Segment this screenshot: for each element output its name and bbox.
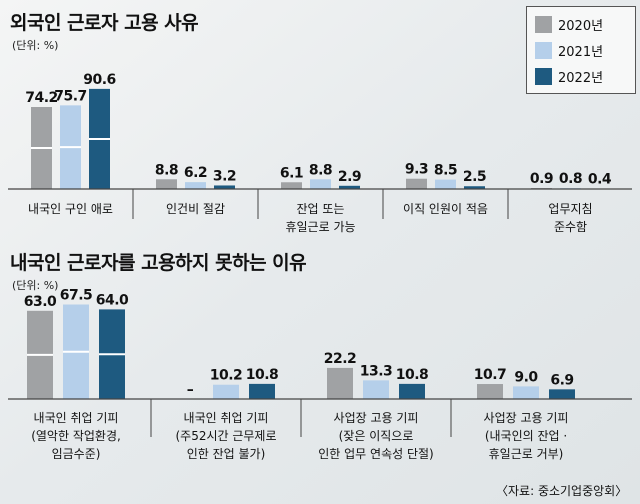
top-value-label-2022-0: 90.6 xyxy=(83,72,116,88)
top-value-label-2021-2: 8.8 xyxy=(309,162,332,178)
top-category-label-2-1: 휴일근로 가능 xyxy=(285,220,355,234)
bottom-value-label-2020-2: 22.2 xyxy=(324,351,357,367)
top-value-label-2020-4: 0.9 xyxy=(530,171,553,187)
top-value-label-2022-2: 2.9 xyxy=(338,169,361,185)
top-bar-2022-3 xyxy=(464,186,485,189)
bottom-category-label-1-2: 인한 잔업 불가) xyxy=(187,447,266,461)
bottom-bar-2021-3 xyxy=(513,386,539,399)
top-bar-2021-3 xyxy=(435,179,456,189)
legend-label-2020: 2020년 xyxy=(558,18,604,34)
bottom-value-label-2021-2: 13.3 xyxy=(360,363,393,379)
bottom-chart-unit: (단위: %) xyxy=(12,279,59,292)
top-bar-2020-2 xyxy=(281,182,302,189)
top-bar-2022-2 xyxy=(339,185,360,189)
bottom-value-label-2022-0: 64.0 xyxy=(96,292,129,308)
bottom-category-label-3-2: 휴일근로 거부) xyxy=(489,447,564,461)
legend-swatch-2020 xyxy=(535,15,552,33)
bottom-category-label-2-0: 사업장 고용 기피 xyxy=(334,411,419,425)
top-value-label-2022-3: 2.5 xyxy=(463,169,486,185)
bottom-bar-2021-2 xyxy=(363,380,389,399)
top-category-label-1-0: 인건비 절감 xyxy=(166,202,225,216)
bottom-value-label-2020-3: 10.7 xyxy=(474,367,507,383)
bottom-value-label-2022-2: 10.8 xyxy=(396,367,429,383)
bottom-bar-2020-3 xyxy=(477,384,503,399)
top-bar-chart: 74.275.790.6 내국인 구인 애로 8.8 6.2 3.2 인건비 절감 6.1 8… xyxy=(8,72,632,234)
top-value-label-2021-4: 0.8 xyxy=(559,171,582,187)
bottom-bar-2022-2 xyxy=(399,383,425,399)
top-value-label-2021-0: 75.7 xyxy=(54,88,87,104)
chart-legend: 2020년 2021년 2022년 xyxy=(526,6,636,94)
bottom-value-label-2020-1: – xyxy=(187,382,194,398)
bottom-bar-2021-1 xyxy=(213,384,239,399)
legend-swatch-2021 xyxy=(535,41,552,59)
top-chart-unit: (단위: %) xyxy=(12,39,59,52)
bottom-category-label-3-0: 사업장 고용 기피 xyxy=(484,411,569,425)
bottom-category-label-2-1: (잦은 이직으로 xyxy=(339,429,414,443)
top-category-label-4-1: 준수함 xyxy=(554,220,587,234)
bottom-value-label-2021-1: 10.2 xyxy=(210,368,243,384)
legend-item-2021: 2021년 xyxy=(535,40,603,60)
top-category-label-2-0: 잔업 또는 xyxy=(297,202,345,216)
bottom-category-label-2-2: 인한 업무 연속성 단절) xyxy=(318,447,434,461)
top-value-label-2020-0: 74.2 xyxy=(25,90,58,106)
bottom-chart-title: 내국인 근로자를 고용하지 못하는 이유 xyxy=(10,252,307,274)
bottom-category-label-1-1: (주52시간 근무제로 xyxy=(175,429,276,443)
top-value-label-2020-2: 6.1 xyxy=(280,165,303,181)
bottom-bar-2022-3 xyxy=(549,389,575,399)
top-category-label-0-0: 내국인 구인 애로 xyxy=(28,202,113,216)
top-category-label-3-0: 이직 인원이 적음 xyxy=(403,202,488,216)
bottom-bar-2020-2 xyxy=(327,367,353,399)
bottom-category-label-3-1: (내국인의 잔업 · xyxy=(485,429,567,443)
legend-item-2020: 2020년 xyxy=(535,14,603,34)
top-bar-2020-1 xyxy=(156,179,177,189)
bottom-value-label-2020-0: 63.0 xyxy=(24,294,57,310)
top-value-label-2020-3: 9.3 xyxy=(405,162,428,178)
bottom-category-label-0-0: 내국인 취업 기피 xyxy=(34,411,119,425)
bottom-category-label-0-1: (열악한 작업환경, xyxy=(31,429,121,443)
top-bar-2021-2 xyxy=(310,179,331,189)
top-chart-title: 외국인 근로자 고용 사유 xyxy=(10,12,199,34)
bottom-value-label-2022-1: 10.8 xyxy=(246,367,279,383)
bottom-category-label-1-0: 내국인 취업 기피 xyxy=(184,411,269,425)
top-bar-2021-1 xyxy=(185,182,206,189)
top-bar-2022-1 xyxy=(214,185,235,189)
source-note: 〈자료: 중소기업중앙회〉 xyxy=(496,484,628,498)
bottom-value-label-2021-3: 9.0 xyxy=(514,369,538,385)
top-value-label-2021-1: 6.2 xyxy=(184,165,207,181)
legend-item-2022: 2022년 xyxy=(535,66,603,86)
top-value-label-2022-4: 0.4 xyxy=(588,172,612,188)
top-bar-2020-3 xyxy=(406,178,427,189)
bottom-category-label-0-2: 임금수준) xyxy=(52,447,101,461)
top-value-label-2020-1: 8.8 xyxy=(155,162,178,178)
legend-label-2022: 2022년 xyxy=(558,70,604,86)
bottom-value-label-2021-0: 67.5 xyxy=(60,288,93,304)
top-value-label-2022-1: 3.2 xyxy=(213,168,236,184)
legend-label-2021: 2021년 xyxy=(558,44,604,60)
bottom-value-label-2022-3: 6.9 xyxy=(550,372,573,388)
bottom-bar-2022-1 xyxy=(249,383,275,399)
top-value-label-2021-3: 8.5 xyxy=(434,163,457,179)
legend-swatch-2022 xyxy=(535,67,552,85)
top-category-label-4-0: 업무지침 xyxy=(548,202,592,216)
